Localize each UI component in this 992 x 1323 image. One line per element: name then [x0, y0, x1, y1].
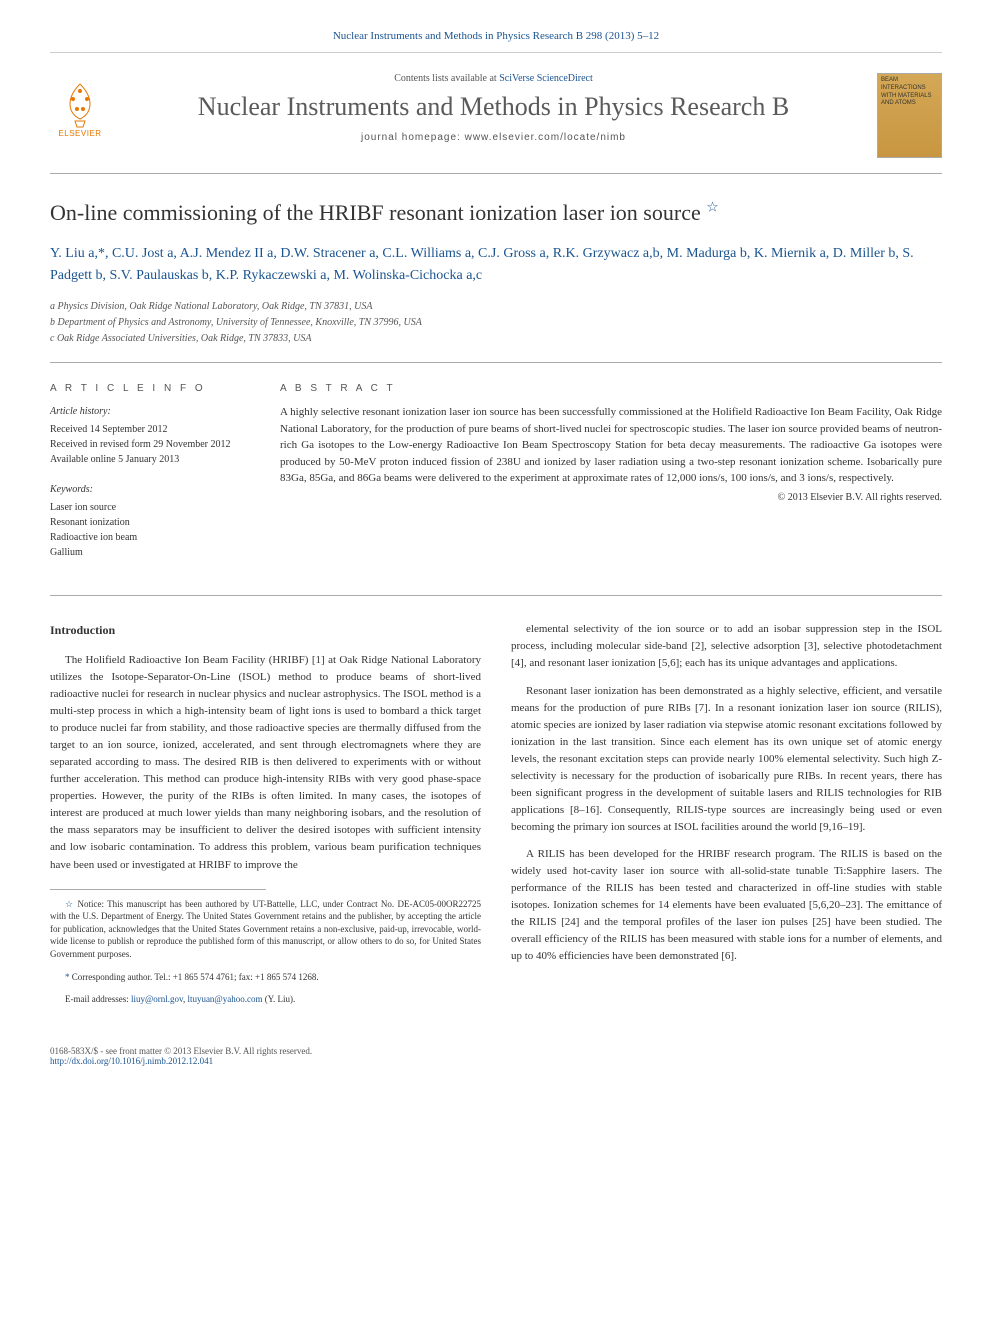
publisher-logo: ELSEVIER	[50, 73, 110, 143]
abstract-label: A B S T R A C T	[280, 383, 942, 394]
notice-text: Notice: This manuscript has been authore…	[50, 899, 481, 959]
homepage-line: journal homepage: www.elsevier.com/locat…	[125, 132, 862, 143]
article-title: On-line commissioning of the HRIBF reson…	[50, 199, 942, 228]
footnote-email: E-mail addresses: liuy@ornl.gov, ltuyuan…	[50, 993, 481, 1006]
publisher-name: ELSEVIER	[58, 129, 101, 138]
keyword-3: Radioactive ion beam	[50, 530, 250, 545]
journal-title: Nuclear Instruments and Methods in Physi…	[125, 92, 862, 122]
footnote-corresponding: * Corresponding author. Tel.: +1 865 574…	[50, 971, 481, 984]
corresponding-text: Corresponding author. Tel.: +1 865 574 4…	[72, 972, 319, 982]
footer-left: 0168-583X/$ - see front matter © 2013 El…	[50, 1046, 312, 1066]
page-footer: 0168-583X/$ - see front matter © 2013 El…	[50, 1036, 942, 1066]
footnote-separator	[50, 889, 266, 890]
contents-line: Contents lists available at SciVerse Sci…	[125, 73, 862, 84]
abstract-copyright: © 2013 Elsevier B.V. All rights reserved…	[280, 492, 942, 503]
body-columns: Introduction The Holifield Radioactive I…	[50, 621, 942, 1015]
history-block: Article history: Received 14 September 2…	[50, 404, 250, 467]
sciencedirect-link[interactable]: SciVerse ScienceDirect	[499, 73, 593, 84]
email-1[interactable]: liuy@ornl.gov	[131, 994, 183, 1004]
cover-text: BEAM INTERACTIONS WITH MATERIALS AND ATO…	[881, 77, 932, 106]
header-center: Contents lists available at SciVerse Sci…	[125, 73, 862, 143]
title-footnote-marker: ☆	[706, 201, 719, 216]
affiliations: a Physics Division, Oak Ridge National L…	[50, 299, 942, 363]
paragraph-2: elemental selectivity of the ion source …	[511, 621, 942, 672]
banner-text: Nuclear Instruments and Methods in Physi…	[333, 30, 659, 42]
footer-doi[interactable]: http://dx.doi.org/10.1016/j.nimb.2012.12…	[50, 1056, 312, 1066]
footer-copyright: 0168-583X/$ - see front matter © 2013 El…	[50, 1046, 312, 1056]
journal-header: ELSEVIER Contents lists available at Sci…	[50, 73, 942, 174]
keyword-1: Laser ion source	[50, 500, 250, 515]
author-list: Y. Liu a,*, C.U. Jost a, A.J. Mendez II …	[50, 243, 942, 288]
affiliation-a: a Physics Division, Oak Ridge National L…	[50, 299, 942, 315]
history-title: Article history:	[50, 404, 250, 419]
introduction-heading: Introduction	[50, 621, 481, 640]
paragraph-3: Resonant laser ionization has been demon…	[511, 683, 942, 836]
keyword-2: Resonant ionization	[50, 515, 250, 530]
email-suffix: (Y. Liu).	[265, 994, 296, 1004]
history-online: Available online 5 January 2013	[50, 452, 250, 467]
email-label: E-mail addresses:	[65, 994, 131, 1004]
homepage-url[interactable]: www.elsevier.com/locate/nimb	[465, 132, 626, 143]
homepage-prefix: journal homepage:	[361, 132, 465, 143]
article-info-column: A R T I C L E I N F O Article history: R…	[50, 383, 250, 575]
affiliation-b: b Department of Physics and Astronomy, U…	[50, 315, 942, 331]
keywords-title: Keywords:	[50, 482, 250, 497]
title-text: On-line commissioning of the HRIBF reson…	[50, 200, 701, 225]
email-2[interactable]: ltuyuan@yahoo.com	[187, 994, 262, 1004]
history-revised: Received in revised form 29 November 201…	[50, 437, 250, 452]
elsevier-tree-icon	[55, 79, 105, 129]
article-info-label: A R T I C L E I N F O	[50, 383, 250, 394]
body-column-left: Introduction The Holifield Radioactive I…	[50, 621, 481, 1015]
body-column-right: elemental selectivity of the ion source …	[511, 621, 942, 1015]
history-received: Received 14 September 2012	[50, 422, 250, 437]
keyword-4: Gallium	[50, 545, 250, 560]
affiliation-c: c Oak Ridge Associated Universities, Oak…	[50, 331, 942, 347]
abstract-text: A highly selective resonant ionization l…	[280, 404, 942, 487]
journal-banner: Nuclear Instruments and Methods in Physi…	[50, 30, 942, 53]
footnote-notice: ☆ Notice: This manuscript has been autho…	[50, 898, 481, 961]
journal-cover-thumbnail: BEAM INTERACTIONS WITH MATERIALS AND ATO…	[877, 73, 942, 158]
contents-prefix: Contents lists available at	[394, 73, 499, 84]
star-marker: ☆	[65, 899, 77, 909]
abstract-column: A B S T R A C T A highly selective reson…	[280, 383, 942, 575]
keywords-block: Keywords: Laser ion source Resonant ioni…	[50, 482, 250, 560]
paragraph-1: The Holifield Radioactive Ion Beam Facil…	[50, 652, 481, 874]
asterisk-marker: *	[65, 972, 72, 982]
info-abstract-row: A R T I C L E I N F O Article history: R…	[50, 383, 942, 596]
paragraph-4: A RILIS has been developed for the HRIBF…	[511, 846, 942, 965]
